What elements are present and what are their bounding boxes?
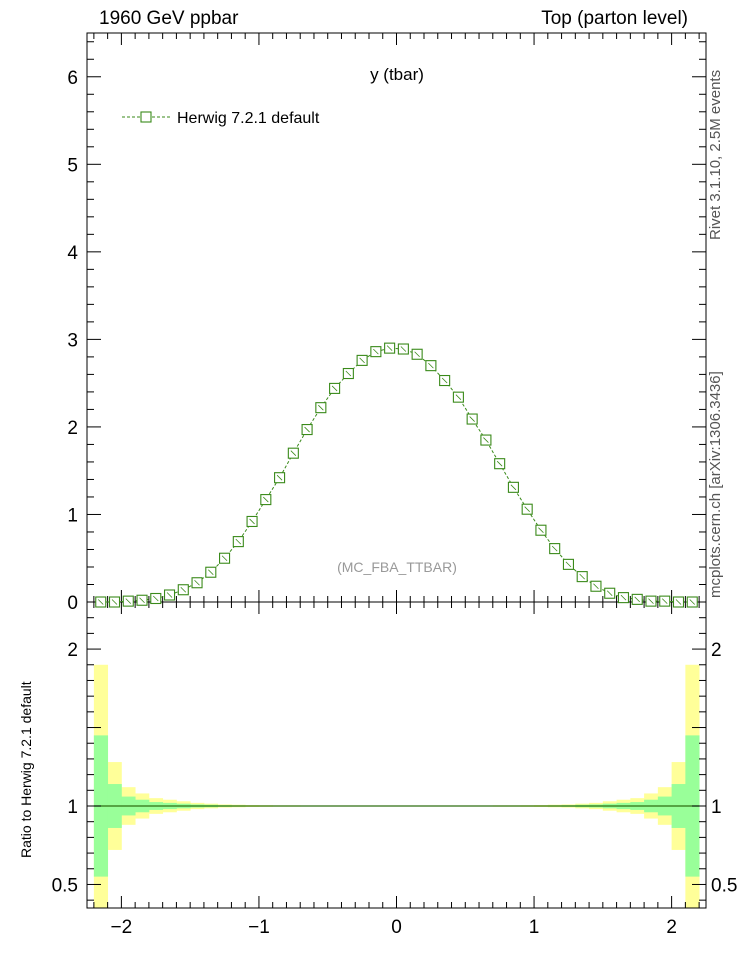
- data-point-errorbar: [290, 450, 297, 456]
- data-point-errorbar: [373, 348, 379, 355]
- ratio-y-tick-label: 0.5: [52, 875, 78, 896]
- data-point-errorbar: [551, 545, 558, 552]
- data-point-errorbar: [538, 527, 544, 534]
- y-tick-label: 4: [67, 243, 78, 264]
- data-point-errorbar: [276, 474, 283, 481]
- y-tick-label: 5: [67, 155, 78, 176]
- data-point-errorbar: [648, 598, 654, 604]
- data-point-errorbar: [318, 404, 324, 411]
- data-point-errorbar: [428, 362, 434, 369]
- data-point-errorbar: [496, 460, 503, 467]
- data-point-errorbar: [593, 583, 599, 590]
- data-point-errorbar: [675, 599, 682, 605]
- data-point-errorbar: [565, 561, 572, 568]
- data-point-errorbar: [469, 416, 475, 422]
- data-point-errorbar: [331, 385, 338, 392]
- data-point-errorbar: [208, 569, 214, 576]
- data-point-errorbar: [152, 595, 159, 602]
- data-point-errorbar: [97, 599, 104, 605]
- data-point-errorbar: [400, 346, 407, 352]
- ratio-y-tick-label-right: 0.5: [711, 875, 737, 896]
- rivet-label: Rivet 3.1.10, 2.5M events: [707, 69, 724, 240]
- header-right: Top (parton level): [541, 8, 688, 29]
- x-tick-label: −2: [111, 917, 133, 938]
- data-point-errorbar: [441, 377, 448, 384]
- data-point-errorbar: [483, 437, 489, 443]
- ratio-plot-frame: [86, 601, 707, 909]
- data-point-errorbar: [524, 506, 530, 512]
- x-tick-label: −1: [248, 917, 270, 938]
- data-point-errorbar: [414, 351, 420, 358]
- data-point-errorbar: [221, 555, 228, 562]
- data-point-errorbar: [139, 597, 145, 604]
- legend-label: Herwig 7.2.1 default: [177, 110, 320, 127]
- y-tick-label: 1: [67, 505, 78, 526]
- data-point-errorbar: [661, 598, 668, 604]
- data-point-errorbar: [235, 538, 242, 545]
- data-point-errorbar: [579, 573, 585, 580]
- data-point-errorbar: [620, 594, 627, 601]
- x-tick-label: 0: [391, 917, 402, 938]
- ratio-y-tick-label-right: 1: [711, 797, 722, 818]
- data-point-errorbar: [455, 394, 462, 400]
- data-point-errorbar: [510, 484, 517, 491]
- y-tick-label: 2: [67, 418, 78, 439]
- data-point-errorbar: [125, 598, 132, 604]
- ratio-y-tick-label: 1: [67, 797, 78, 818]
- data-point-errorbar: [111, 599, 118, 605]
- ratio-y-tick-label: 2: [67, 640, 78, 661]
- mcplots-label: mcplots.cern.ch [arXiv:1306.3436]: [707, 371, 724, 598]
- data-point-errorbar: [634, 596, 641, 603]
- data-point-errorbar: [359, 357, 365, 364]
- data-point-errorbar: [166, 592, 173, 598]
- x-tick-label: 1: [529, 917, 540, 938]
- legend-marker: [140, 111, 152, 123]
- data-point-errorbar: [304, 426, 310, 433]
- data-point-errorbar: [689, 599, 696, 605]
- analysis-watermark: (MC_FBA_TTBAR): [337, 559, 457, 575]
- data-point-errorbar: [386, 345, 393, 351]
- data-point-errorbar: [263, 496, 269, 503]
- y-tick-label: 0: [67, 593, 78, 614]
- ratio-y-tick-label-right: 2: [711, 640, 722, 661]
- header-left: 1960 GeV ppbar: [99, 8, 239, 29]
- chart-title: y (tbar): [370, 65, 424, 84]
- y-tick-label: 6: [67, 68, 78, 89]
- data-point-errorbar: [180, 586, 187, 593]
- y-tick-label: 3: [67, 330, 78, 351]
- data-point-errorbar: [194, 579, 200, 586]
- data-point-errorbar: [606, 590, 613, 597]
- data-point-errorbar: [345, 370, 352, 377]
- ratio-y-axis-label: Ratio to Herwig 7.2.1 default: [18, 681, 34, 858]
- x-tick-label: 2: [666, 917, 677, 938]
- data-point-errorbar: [249, 518, 255, 525]
